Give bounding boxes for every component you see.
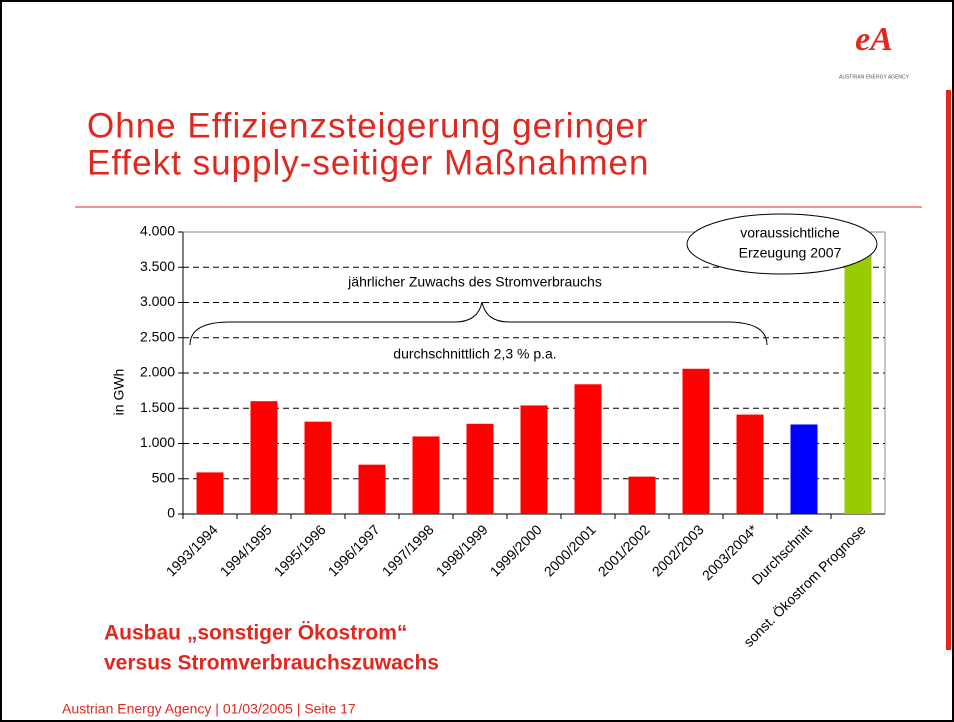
bar (628, 476, 656, 514)
bar (520, 405, 548, 514)
subtitle: Ausbau „sonstiger Ökostrom“ (104, 622, 407, 645)
subtitle: versus Stromverbrauchszuwachs (104, 652, 439, 675)
y-tick-label: 2.500 (140, 328, 175, 344)
bar (844, 232, 872, 514)
bar (682, 368, 710, 514)
bar (250, 401, 278, 514)
annotation-ellipse (686, 213, 878, 275)
logo-name: AUSTRIAN ENERGY AGENCY (839, 74, 910, 80)
side-bar (946, 90, 951, 650)
bar (574, 384, 602, 514)
bar (466, 423, 494, 514)
y-tick-label: 3.000 (140, 293, 175, 309)
y-tick-label: 4.000 (140, 223, 175, 239)
bar (196, 472, 224, 514)
bar (358, 464, 386, 514)
slide-title: Ohne Effizienzsteigerung geringer (87, 106, 649, 145)
logo-mark: eA (855, 21, 893, 58)
annotation: jährlicher Zuwachs des Stromverbrauchs (347, 274, 602, 290)
y-tick-label: 2.000 (140, 364, 175, 380)
y-tick-label: 1.000 (140, 434, 175, 450)
brace (189, 301, 768, 346)
annotation: durchschnittlich 2,3 % p.a. (393, 346, 556, 362)
y-tick-label: 1.500 (140, 399, 175, 415)
annotation: Erzeugung 2007 (739, 245, 842, 261)
y-tick-label: 3.500 (140, 258, 175, 274)
y-axis-title: in GWh (111, 369, 127, 416)
y-tick-label: 500 (152, 469, 176, 485)
slide-title: Effekt supply-seitiger Maßnahmen (87, 143, 649, 182)
bar (412, 436, 440, 514)
y-tick-label: 0 (167, 505, 175, 521)
bar (790, 424, 818, 514)
bar (304, 421, 332, 514)
annotation: voraussichtliche (740, 225, 840, 241)
footer: Austrian Energy Agency | 01/03/2005 | Se… (62, 701, 356, 717)
bar (736, 414, 764, 514)
